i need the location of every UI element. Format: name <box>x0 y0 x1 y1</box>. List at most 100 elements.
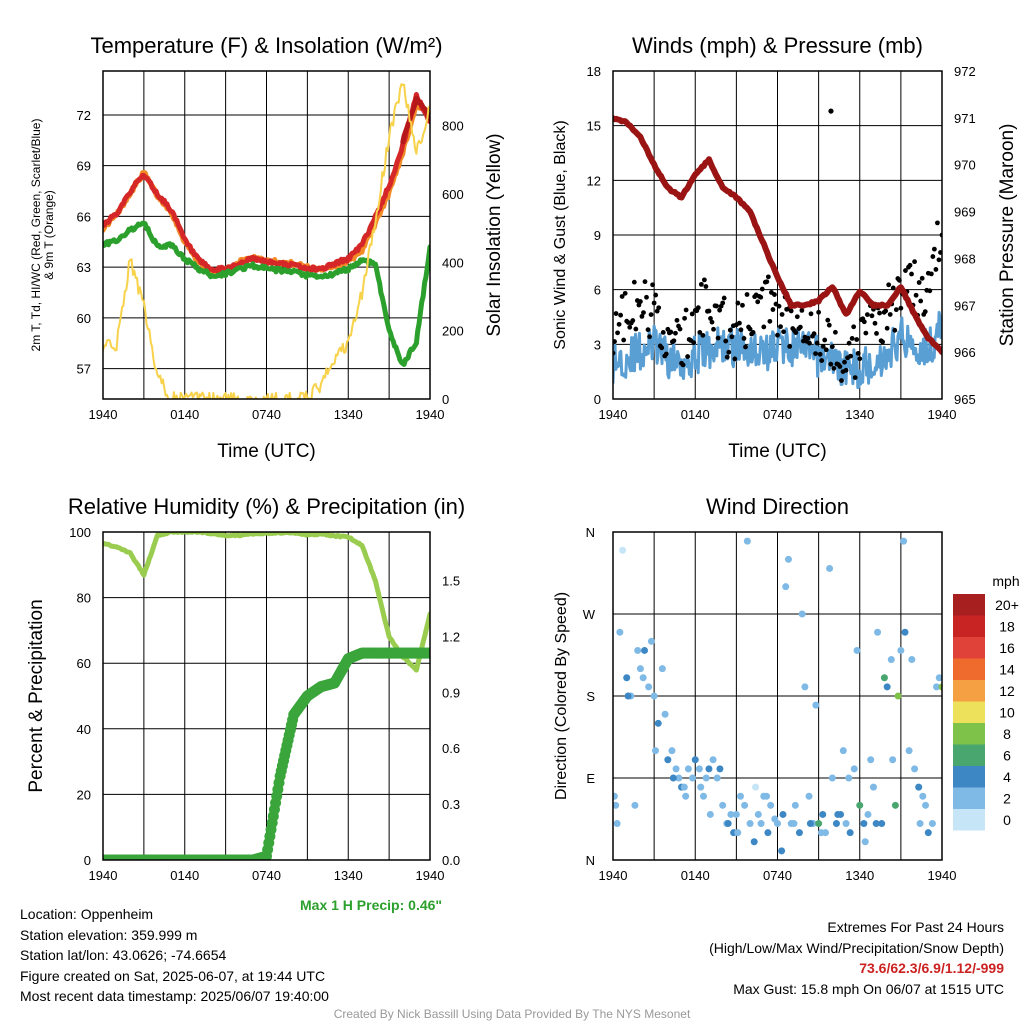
gust-point <box>936 257 942 263</box>
x-tick-label: 0740 <box>252 868 281 883</box>
legend-label: 12 <box>999 683 1015 699</box>
series-dew <box>103 220 430 367</box>
direction-point <box>661 710 669 718</box>
gust-point <box>781 329 786 335</box>
gust-point <box>919 275 925 281</box>
gust-point <box>682 315 687 321</box>
direction-point <box>784 555 792 563</box>
plot-border <box>102 531 431 861</box>
x-tick-label: 0140 <box>681 407 710 422</box>
gust-point <box>764 279 770 285</box>
gust-point <box>631 279 637 285</box>
legend-swatch <box>953 787 985 809</box>
direction-point <box>872 820 880 828</box>
gust-point <box>767 318 773 324</box>
gust-point <box>855 350 861 356</box>
x-tick-label: 0740 <box>763 407 792 422</box>
gust-point <box>638 299 643 304</box>
gust-point <box>653 292 659 298</box>
direction-point <box>774 820 781 828</box>
direction-point <box>832 820 840 828</box>
direction-point <box>915 783 923 791</box>
y2-tick-label: 972 <box>954 64 976 79</box>
direction-point <box>860 820 868 828</box>
precip-point <box>424 647 430 659</box>
direction-point <box>805 792 813 800</box>
x-tick-label: 1940 <box>928 407 957 422</box>
gust-point <box>723 338 729 344</box>
gust-point <box>732 356 738 362</box>
created-text: Figure created on Sat, 2025-06-07, at 19… <box>20 967 326 984</box>
gust-point <box>715 335 721 341</box>
y-tick-label: 12 <box>587 173 601 188</box>
legend-label: 16 <box>999 640 1015 656</box>
y-tick-label: 63 <box>77 260 91 275</box>
gust-point <box>714 303 719 309</box>
legend-label: 6 <box>1003 748 1011 764</box>
gust-point <box>825 317 831 323</box>
y2-tick-label: 800 <box>442 119 464 134</box>
direction-point <box>916 820 924 828</box>
legend-swatch <box>953 809 985 831</box>
gust-point <box>877 310 882 316</box>
y2-tick-label: 200 <box>442 324 464 339</box>
direction-point <box>880 674 888 682</box>
direction-point <box>654 719 662 727</box>
direction-point <box>887 656 895 664</box>
gust-point <box>741 336 747 341</box>
direction-point <box>750 838 758 846</box>
y-tick-label: 18 <box>587 64 601 79</box>
direction-point <box>874 628 882 636</box>
direction-point <box>716 765 724 773</box>
gust-point <box>813 351 818 356</box>
winds-panel: 1940 0140 0740 1340 1940 Winds (mph) & Pressu… <box>552 33 1018 462</box>
gust-point <box>869 313 875 319</box>
gust-point <box>851 324 857 330</box>
direction-point <box>613 820 621 828</box>
gust-point <box>644 294 649 300</box>
x-tick-label: 1940 <box>599 407 628 422</box>
gust-point <box>743 344 748 350</box>
legend-swatch <box>953 723 985 745</box>
y-axis-label: Sonic Wind & Gust (Blue, Black) <box>552 120 569 349</box>
gust-point <box>689 311 695 317</box>
gust-point <box>913 292 919 298</box>
y-axis-label: Percent & Precipitation <box>26 599 47 792</box>
gust-point <box>903 268 908 273</box>
gust-point <box>744 292 750 297</box>
x-tick-label: 1940 <box>89 868 118 883</box>
direction-point <box>664 756 672 764</box>
gust-point <box>621 337 627 343</box>
gust-point <box>747 326 753 332</box>
direction-point <box>839 747 847 755</box>
gust-point <box>846 340 852 346</box>
direction-point <box>697 783 705 791</box>
gust-point <box>787 344 793 349</box>
direction-point <box>616 628 624 636</box>
chart-title: Wind Direction <box>706 494 849 519</box>
legend-label: 10 <box>999 705 1015 721</box>
direction-point <box>798 610 806 618</box>
series-pressure <box>613 115 942 356</box>
gust-point <box>820 343 826 349</box>
gust-point <box>650 282 656 288</box>
gust-point <box>808 311 814 317</box>
series-group <box>103 83 430 399</box>
max-precip-label: Max 1 H Precip: 0.46" <box>300 897 443 913</box>
gust-point <box>615 330 620 336</box>
extremes-title: Extremes For Past 24 Hours <box>827 919 1004 935</box>
gust-point <box>928 271 934 277</box>
direction-point <box>709 756 717 764</box>
x-tick-label: 1940 <box>416 407 445 422</box>
y2-tick-label: 600 <box>442 187 464 202</box>
y-tick-label: W <box>583 607 596 622</box>
direction-point <box>812 701 820 709</box>
direction-point <box>817 829 825 837</box>
gust-point <box>778 324 783 330</box>
direction-point <box>734 829 742 837</box>
gust-point <box>872 320 878 326</box>
legend-swatch <box>953 744 985 766</box>
gust-point <box>886 282 892 288</box>
direction-point <box>834 810 842 818</box>
gust-point <box>854 337 860 342</box>
